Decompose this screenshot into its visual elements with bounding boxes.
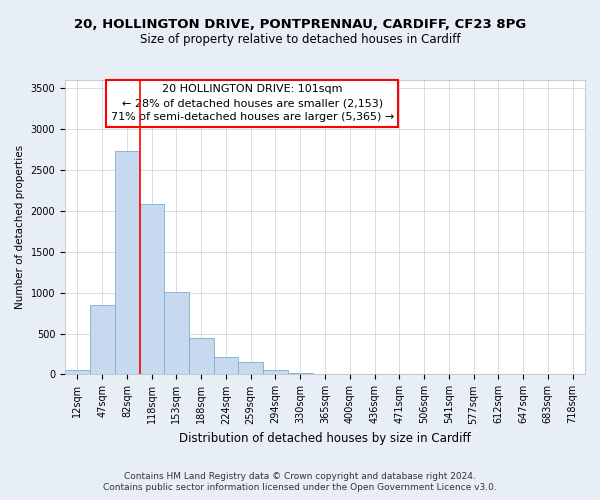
Text: Contains HM Land Registry data © Crown copyright and database right 2024.: Contains HM Land Registry data © Crown c… (124, 472, 476, 481)
Text: 20 HOLLINGTON DRIVE: 101sqm
← 28% of detached houses are smaller (2,153)
71% of : 20 HOLLINGTON DRIVE: 101sqm ← 28% of det… (110, 84, 394, 122)
Bar (238, 362, 263, 374)
X-axis label: Distribution of detached houses by size in Cardiff: Distribution of detached houses by size … (179, 432, 471, 445)
Bar (65, 370, 90, 374)
Y-axis label: Number of detached properties: Number of detached properties (15, 145, 25, 310)
Bar (189, 338, 214, 374)
Bar (90, 304, 115, 374)
Text: Contains public sector information licensed under the Open Government Licence v3: Contains public sector information licen… (103, 484, 497, 492)
Bar (164, 292, 189, 374)
Text: Size of property relative to detached houses in Cardiff: Size of property relative to detached ho… (140, 32, 460, 46)
Text: 20, HOLLINGTON DRIVE, PONTPRENNAU, CARDIFF, CF23 8PG: 20, HOLLINGTON DRIVE, PONTPRENNAU, CARDI… (74, 18, 526, 30)
Bar (288, 372, 313, 374)
Bar (214, 358, 238, 374)
Bar (115, 151, 139, 374)
Bar (139, 204, 164, 374)
Bar (263, 370, 288, 374)
